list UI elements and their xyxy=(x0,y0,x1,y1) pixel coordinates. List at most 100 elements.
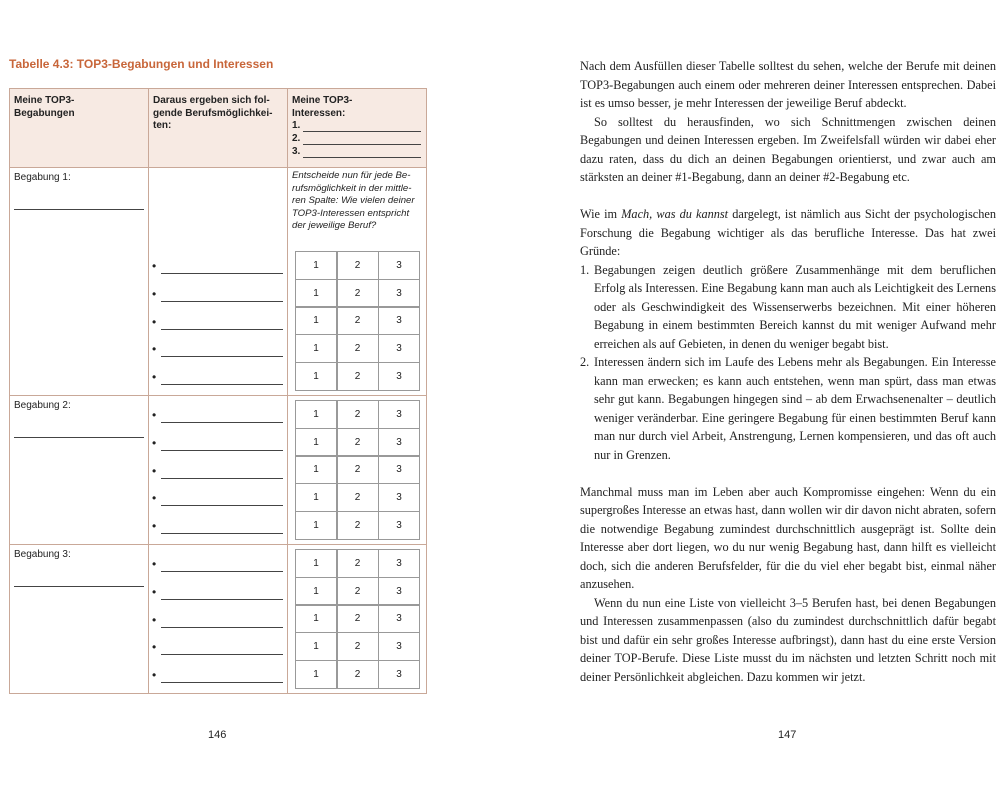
rule xyxy=(148,88,149,694)
bullet: • xyxy=(152,519,157,534)
rating-box: 3 xyxy=(378,632,420,661)
rating-box: 1 xyxy=(295,549,337,578)
bullet: • xyxy=(152,668,157,683)
rating-box: 3 xyxy=(378,334,420,363)
page-number: 147 xyxy=(778,729,797,741)
bullet: • xyxy=(152,463,157,478)
bullet: • xyxy=(152,342,157,357)
rating-box: 1 xyxy=(295,427,337,457)
rating-box: 3 xyxy=(378,400,420,429)
text: Wie im xyxy=(580,207,618,221)
rating-box: 1 xyxy=(295,483,337,512)
slot-number: 2. xyxy=(292,133,301,144)
rating-box: 2 xyxy=(336,306,379,336)
paragraph: Wie im Mach, was du kannst dargelegt, is… xyxy=(580,205,996,261)
rule xyxy=(161,682,283,684)
rating-box: 1 xyxy=(295,604,337,634)
column-header: Daraus ergeben sich fol- gende Berufsmög… xyxy=(153,95,273,131)
table xyxy=(9,88,427,694)
row-label: Begabung 3: xyxy=(14,549,71,560)
column-header: Meine TOP3- Begabungen xyxy=(14,95,75,119)
rule xyxy=(161,384,283,386)
rating-box: 1 xyxy=(295,455,337,485)
list-item: 1. Begabungen zeigen deutlich größere Zus… xyxy=(580,261,996,354)
rating-box: 3 xyxy=(378,278,420,308)
rule xyxy=(14,437,144,438)
bullet: • xyxy=(152,259,157,273)
rule xyxy=(161,505,283,507)
rating-box: 3 xyxy=(378,251,420,280)
rating-box: 1 xyxy=(295,632,337,661)
rule xyxy=(161,449,283,451)
rating-box: 3 xyxy=(378,604,420,634)
rating-box: 3 xyxy=(378,576,420,606)
text: dargelegt, ist nämlich aus Sicht der psy… xyxy=(580,207,996,258)
rating-box: 2 xyxy=(336,511,379,540)
rule xyxy=(161,598,283,600)
rating-box: 2 xyxy=(336,604,379,634)
rating-box: 2 xyxy=(336,549,379,578)
rule xyxy=(9,167,427,168)
rating-box: 2 xyxy=(336,632,379,661)
rule xyxy=(9,395,427,396)
paragraph: Nach dem Ausfüllen dieser Tabelle sollte… xyxy=(580,59,996,110)
rule xyxy=(161,654,283,656)
rule xyxy=(161,273,283,274)
paragraph: So solltest du herausfinden, wo sich Sch… xyxy=(580,114,996,185)
paragraph: Manchmal muss man im Leben aber auch Kom… xyxy=(580,484,996,592)
rule xyxy=(161,422,283,423)
instruction: Entscheide nun für jede Be- rufsmöglichk… xyxy=(292,170,415,231)
rating-box: 2 xyxy=(336,400,379,429)
rule xyxy=(161,626,283,628)
header-row xyxy=(10,89,426,167)
rating-box: 2 xyxy=(336,576,379,606)
rule xyxy=(303,144,421,145)
rating-box: 2 xyxy=(336,427,379,457)
rating-box: 1 xyxy=(295,334,337,363)
book-title: Mach, was du kannst xyxy=(621,207,729,221)
bullet: • xyxy=(152,314,157,329)
rule xyxy=(287,88,288,694)
rating-box: 1 xyxy=(295,660,337,689)
rating-box: 3 xyxy=(378,427,420,457)
rating-box: 2 xyxy=(336,251,379,280)
bullet: • xyxy=(152,408,157,422)
rule xyxy=(161,571,283,572)
page-number: 146 xyxy=(208,729,227,741)
rating-box: 3 xyxy=(378,362,420,391)
rule xyxy=(14,586,144,587)
rule xyxy=(303,157,421,158)
rating-box: 1 xyxy=(295,576,337,606)
rule xyxy=(9,544,427,545)
column-header: Meine TOP3- Interessen: xyxy=(292,95,353,119)
rating-box: 3 xyxy=(378,306,420,336)
rule xyxy=(161,533,283,535)
paragraph: Wenn du nun eine Liste von vielleicht 3–… xyxy=(580,595,996,684)
rating-box: 3 xyxy=(378,660,420,689)
slot-number: 1. xyxy=(292,120,301,131)
list-text: Interessen ändern sich im Laufe des Lebe… xyxy=(594,355,996,462)
bullet: • xyxy=(152,584,157,599)
rule xyxy=(303,131,421,132)
rating-box: 3 xyxy=(378,455,420,485)
rating-box: 2 xyxy=(336,455,379,485)
list-number: 2. xyxy=(580,355,590,369)
slot-number: 3. xyxy=(292,146,301,157)
list-text: Begabungen zeigen deutlich größere Zusam… xyxy=(594,262,996,351)
rating-box: 3 xyxy=(378,511,420,540)
row-label: Begabung 1: xyxy=(14,172,71,183)
rating-box: 2 xyxy=(336,334,379,363)
rating-box: 1 xyxy=(295,306,337,336)
rule xyxy=(161,477,283,479)
text-block: Nach dem Ausfüllen dieser Tabelle sollte… xyxy=(580,57,996,686)
rating-box: 2 xyxy=(336,483,379,512)
rating-box: 2 xyxy=(336,660,379,689)
rule xyxy=(161,356,283,358)
rating-box: 1 xyxy=(295,400,337,429)
bullet: • xyxy=(152,612,157,627)
rating-box: 1 xyxy=(295,278,337,308)
rating-box: 2 xyxy=(336,278,379,308)
row-label: Begabung 2: xyxy=(14,400,71,411)
rating-box: 3 xyxy=(378,483,420,512)
